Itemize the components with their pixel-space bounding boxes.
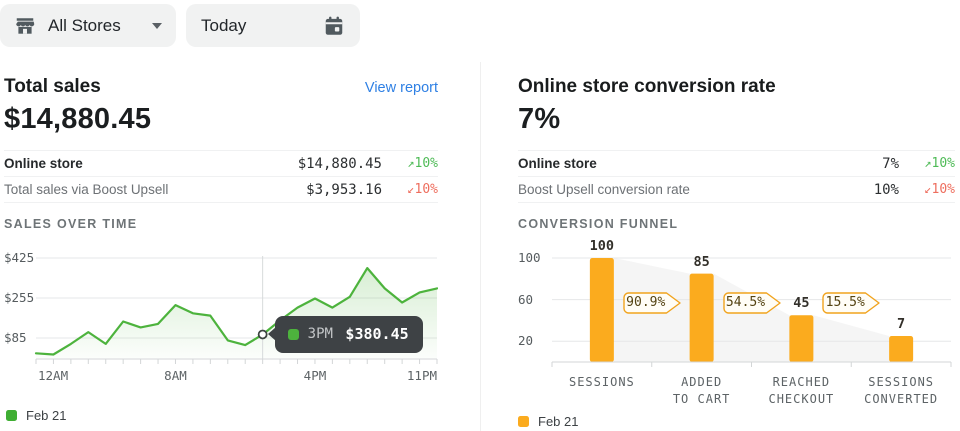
y-axis-tick-label: $425 bbox=[4, 250, 35, 265]
trend-badge: ↙10% bbox=[382, 182, 438, 197]
conversion-value: 7% bbox=[518, 103, 561, 135]
trend-badge: ↗10% bbox=[899, 156, 955, 171]
trend-up-icon: ↗ bbox=[407, 156, 415, 170]
metric-row-boost-upsell: Total sales via Boost Upsell $3,953.16 ↙… bbox=[4, 177, 438, 203]
date-filter-button[interactable]: Today bbox=[186, 4, 360, 47]
date-filter-label: Today bbox=[201, 15, 247, 35]
total-sales-value: $14,880.45 bbox=[4, 103, 152, 135]
bar-value-label: 100 bbox=[589, 238, 615, 254]
bar-value-label: 45 bbox=[793, 295, 810, 312]
legend-label: Feb 21 bbox=[538, 414, 579, 429]
legend-swatch-orange bbox=[518, 416, 529, 427]
conversion-title: Online store conversion rate bbox=[518, 76, 776, 97]
calendar-icon bbox=[323, 15, 345, 37]
tooltip-value: $380.45 bbox=[345, 325, 409, 344]
x-axis-category-label: SESSIONS bbox=[568, 375, 635, 389]
x-axis-category-label: ADDED TO CART bbox=[672, 375, 731, 406]
metric-row-online-store: Online store $14,880.45 ↗10% bbox=[4, 151, 438, 177]
bar-value-label: 7 bbox=[897, 316, 906, 332]
y-axis-tick-label: $255 bbox=[4, 290, 35, 305]
y-axis-tick-label: 20 bbox=[518, 333, 534, 349]
trend-badge: ↙10% bbox=[899, 182, 955, 197]
sales-over-time-label: SALES OVER TIME bbox=[4, 217, 138, 231]
funnel-step-percentage-tag: 54.5% bbox=[722, 292, 781, 314]
funnel-step-percentage-tag: 90.9% bbox=[623, 292, 681, 314]
storefront-icon bbox=[14, 15, 36, 37]
conversion-breakdown: Online store 7% ↗10% Boost Upsell conver… bbox=[518, 150, 955, 203]
funnel-bar[interactable] bbox=[889, 336, 914, 362]
panel-divider bbox=[480, 62, 481, 431]
store-filter-label: All Stores bbox=[48, 15, 121, 35]
x-axis-tick-label: 4PM bbox=[303, 368, 327, 383]
metric-row-online-store-rate: Online store 7% ↗10% bbox=[518, 151, 955, 177]
legend-label: Feb 21 bbox=[26, 408, 67, 423]
trend-delta: 10% bbox=[931, 156, 955, 171]
hovered-data-point[interactable] bbox=[257, 329, 268, 340]
metric-value: $14,880.45 bbox=[297, 155, 382, 172]
funnel-step-percentage: 54.5% bbox=[725, 295, 766, 310]
funnel-bar[interactable] bbox=[689, 273, 714, 362]
metric-value: $3,953.16 bbox=[306, 181, 382, 198]
sales-legend: Feb 21 bbox=[6, 408, 66, 423]
total-sales-breakdown: Online store $14,880.45 ↗10% Total sales… bbox=[4, 150, 438, 203]
x-axis-tick-label: 8AM bbox=[164, 368, 187, 383]
chart-tooltip: 3PM $380.45 bbox=[274, 315, 423, 353]
funnel-legend: Feb 21 bbox=[518, 414, 578, 429]
trend-delta: 10% bbox=[414, 182, 438, 197]
total-sales-title: Total sales bbox=[4, 76, 101, 97]
trend-delta: 10% bbox=[931, 182, 955, 197]
trend-up-icon: ↗ bbox=[924, 156, 932, 170]
funnel-bar[interactable] bbox=[589, 258, 614, 362]
legend-swatch-green bbox=[6, 410, 17, 421]
funnel-step-percentage: 15.5% bbox=[825, 295, 865, 310]
funnel-step-percentage-tag: 15.5% bbox=[822, 292, 880, 314]
metric-value: 10% bbox=[873, 181, 899, 198]
trend-down-icon: ↙ bbox=[924, 182, 932, 196]
trend-delta: 10% bbox=[414, 156, 438, 171]
y-axis-tick-label: 100 bbox=[518, 250, 541, 265]
view-report-link[interactable]: View report bbox=[364, 80, 438, 96]
y-axis-tick-label: 60 bbox=[518, 291, 534, 307]
x-axis-category-label: REACHED CHECKOUT bbox=[768, 375, 835, 406]
total-sales-panel: Total sales View report $14,880.45 Onlin… bbox=[4, 70, 438, 431]
funnel-bar[interactable] bbox=[789, 315, 814, 362]
metric-label: Online store bbox=[518, 156, 597, 171]
metric-label: Total sales via Boost Upsell bbox=[4, 182, 169, 197]
tooltip-time: 3PM bbox=[307, 326, 333, 343]
store-filter-button[interactable]: All Stores bbox=[0, 4, 176, 47]
metric-row-boost-upsell-rate: Boost Upsell conversion rate 10% ↙10% bbox=[518, 177, 955, 203]
x-axis-tick-label: 11PM bbox=[406, 368, 437, 383]
series-swatch bbox=[287, 328, 299, 340]
trend-badge: ↗10% bbox=[382, 156, 438, 171]
funnel-step-percentage: 90.9% bbox=[626, 295, 666, 310]
trend-down-icon: ↙ bbox=[407, 182, 415, 196]
sales-over-time-chart[interactable]: 3PM $380.45 $85 $255 $425 12AM 8AM 4PM 11PM bbox=[4, 248, 438, 400]
x-axis-category-label: SESSIONS CONVERTED bbox=[864, 375, 939, 406]
conversion-funnel-chart[interactable]: 20 60 100 100 85 45 7 SESSIONS ADDED TO CART REACH… bbox=[518, 238, 955, 406]
conversion-panel: Online store conversion rate 7% Online s… bbox=[518, 70, 955, 431]
x-axis-tick-label: 12AM bbox=[38, 368, 69, 383]
bar-value-label: 85 bbox=[693, 253, 710, 270]
conversion-funnel-label: CONVERSION FUNNEL bbox=[518, 217, 679, 231]
metric-label: Online store bbox=[4, 156, 83, 171]
y-axis-tick-label: $85 bbox=[4, 330, 27, 345]
chevron-down-icon bbox=[152, 22, 162, 29]
metric-label: Boost Upsell conversion rate bbox=[518, 182, 690, 197]
metric-value: 7% bbox=[882, 155, 899, 172]
